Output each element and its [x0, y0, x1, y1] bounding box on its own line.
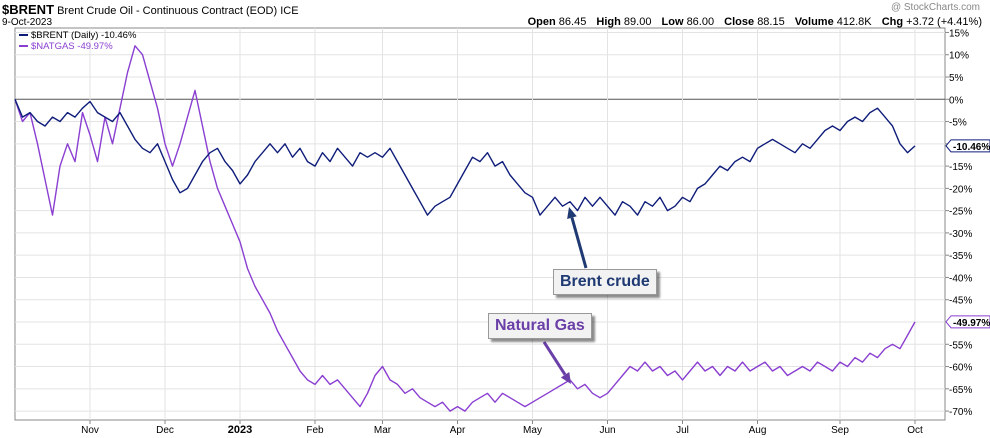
y-tick-label: -5%	[949, 118, 967, 129]
last-value-label: -10.46%	[953, 142, 990, 153]
open-value: 86.45	[558, 16, 587, 28]
arrow-brent-head	[567, 207, 577, 219]
grid	[15, 28, 945, 420]
y-tick-label: -20%	[949, 184, 972, 195]
legend: $BRENT (Daily) -10.46%$NATGAS -49.97%	[19, 30, 137, 52]
x-tick-label: Jun	[599, 425, 615, 436]
x-tick-label: Nov	[81, 425, 99, 436]
callout-brent-crude: Brent crude	[553, 269, 657, 295]
instrument-name: Brent Crude Oil - Continuous Contract (E…	[57, 5, 278, 17]
y-axis: 15%10%5%0%-5%-10%-15%-20%-25%-30%-35%-40…	[945, 28, 972, 418]
watermark: @ StockCharts.com	[890, 2, 980, 13]
low-value: 86.00	[686, 16, 715, 28]
y-tick-label: -70%	[949, 407, 972, 418]
exchange-label: ICE	[280, 5, 299, 17]
y-tick-label: -25%	[949, 207, 972, 218]
x-tick-label: Dec	[156, 425, 174, 436]
last-value-labels: -10.46% -49.97%	[945, 139, 990, 329]
x-tick-label: Feb	[306, 425, 324, 436]
series-lines	[14, 45, 916, 412]
symbol-label: $BRENT	[2, 2, 55, 17]
volume-value: 412.8K	[836, 16, 872, 28]
x-tick-label: Jul	[676, 425, 689, 436]
chg-value: +3.72 (+4.41%)	[906, 16, 982, 28]
arrow-natgas-shaft	[542, 341, 567, 376]
last-value-tag	[945, 315, 990, 329]
y-tick-label: -35%	[949, 251, 972, 262]
arrow-natgas-head	[560, 372, 571, 384]
y-tick-label: -65%	[949, 385, 972, 396]
chart-date: 9-Oct-2023	[2, 17, 53, 28]
x-tick-label: Apr	[450, 425, 466, 436]
x-tick-label: Aug	[749, 425, 767, 436]
open-label: Open	[527, 16, 556, 28]
volume-label: Volume	[794, 16, 834, 28]
last-value-label: -49.97%	[953, 318, 990, 329]
x-tick-label: Sep	[831, 425, 849, 436]
x-axis: Nov Dec 2023 Feb Mar Apr May Jun Jul Aug Sep Oct	[81, 420, 923, 436]
y-tick-label: 0%	[949, 95, 964, 106]
last-value-tag	[945, 139, 990, 153]
series-line-natgas	[14, 45, 916, 412]
chg-label: Chg	[881, 16, 904, 28]
y-tick-label: -55%	[949, 340, 972, 351]
y-tick-label: -60%	[949, 363, 972, 374]
x-tick-label: May	[523, 425, 542, 436]
x-tick-label: 2023	[228, 424, 252, 436]
close-label: Close	[724, 16, 755, 28]
high-value: 89.00	[623, 16, 652, 28]
y-tick-label: 10%	[949, 51, 969, 62]
series-line-brent	[14, 99, 916, 216]
plot-area	[14, 27, 946, 421]
chart-title: $BRENT Brent Crude Oil - Continuous Cont…	[2, 2, 299, 17]
high-label: High	[596, 16, 621, 28]
y-tick-label: 15%	[949, 28, 969, 39]
legend-entry: $NATGAS -49.97%	[31, 41, 113, 52]
annotation-arrows	[542, 207, 588, 384]
ohlc-summary: Open 86.45 High 89.00 Low 86.00 Close 88…	[528, 16, 982, 28]
arrow-brent-shaft	[570, 217, 588, 269]
low-label: Low	[661, 16, 684, 28]
y-tick-label: -45%	[949, 296, 972, 307]
y-tick-label: -40%	[949, 273, 972, 284]
legend-entry: $BRENT (Daily) -10.46%	[31, 30, 137, 41]
y-tick-label: -30%	[949, 229, 972, 240]
close-value: 88.15	[757, 16, 785, 28]
y-tick-label: -15%	[949, 162, 972, 173]
x-tick-label: Oct	[907, 425, 923, 436]
y-tick-label: 5%	[949, 73, 964, 84]
callout-natural-gas: Natural Gas	[488, 313, 592, 339]
x-tick-label: Mar	[374, 425, 392, 436]
